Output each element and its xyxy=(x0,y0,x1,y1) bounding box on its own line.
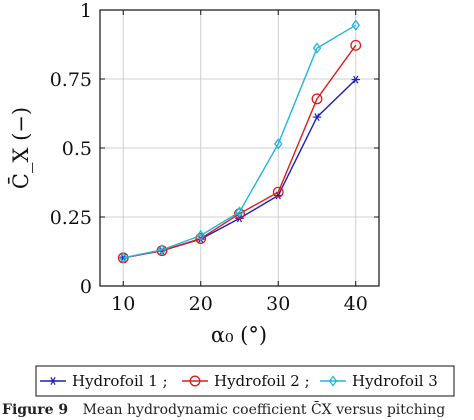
data-point xyxy=(312,113,322,122)
legend-label: Hydrofoil 3 xyxy=(352,372,438,390)
series-line xyxy=(123,24,357,259)
y-tick-label: 0.25 xyxy=(50,207,92,229)
data-point xyxy=(157,244,167,256)
data-point xyxy=(273,138,283,150)
y-tick-label: 0.75 xyxy=(50,69,92,91)
legend-marker xyxy=(328,375,338,387)
data-point xyxy=(118,252,128,264)
data-point xyxy=(311,93,323,105)
y-tick-label: 1 xyxy=(80,0,92,22)
data-point xyxy=(235,206,244,218)
legend-item: Hydrofoil 1 ; xyxy=(40,372,168,390)
caption-label: Figure 9 xyxy=(2,402,68,418)
legend-marker xyxy=(189,375,201,387)
x-tick-label: 20 xyxy=(189,293,213,315)
series-line xyxy=(123,79,357,259)
x-tick-label: 10 xyxy=(111,293,135,315)
series-2 xyxy=(117,39,362,264)
x-tick-label: 40 xyxy=(344,293,368,315)
legend-label: Hydrofoil 1 ; xyxy=(72,372,168,390)
data-point xyxy=(351,19,361,31)
data-point xyxy=(234,208,245,220)
legend-marker xyxy=(48,377,58,385)
grid xyxy=(100,9,379,287)
caption-text: Mean hydrodynamic coefficient C̄X versus… xyxy=(83,400,446,418)
figure-caption: Figure 9 Mean hydrodynamic coefficient C… xyxy=(2,400,445,418)
y-tick-label: 0 xyxy=(80,276,92,298)
x-tick-label: 30 xyxy=(266,293,290,315)
data-point xyxy=(272,186,284,198)
data-point xyxy=(312,42,322,54)
series-layer xyxy=(117,19,362,264)
x-axis-label: α₀ (°) xyxy=(211,323,267,347)
series-1 xyxy=(119,75,360,262)
legend: Hydrofoil 1 ; Hydrofoil 2 ; Hydrofoil 3 xyxy=(40,372,438,390)
axis-ticks: 10 20 30 40 0 0.25 0.5 0.75 1 xyxy=(50,0,379,315)
y-tick-label: 0.5 xyxy=(62,138,92,160)
y-axis-label: C̄_X (−) xyxy=(8,107,33,189)
legend-label: Hydrofoil 2 ; xyxy=(214,372,310,390)
data-point xyxy=(351,75,360,84)
series-line xyxy=(123,44,357,259)
data-point xyxy=(195,233,207,244)
legend-item: Hydrofoil 3 xyxy=(320,372,438,390)
data-point xyxy=(350,39,362,51)
legend-box xyxy=(35,365,455,397)
series-3 xyxy=(118,19,361,264)
data-point xyxy=(196,229,206,242)
legend-item: Hydrofoil 2 ; xyxy=(182,372,310,390)
